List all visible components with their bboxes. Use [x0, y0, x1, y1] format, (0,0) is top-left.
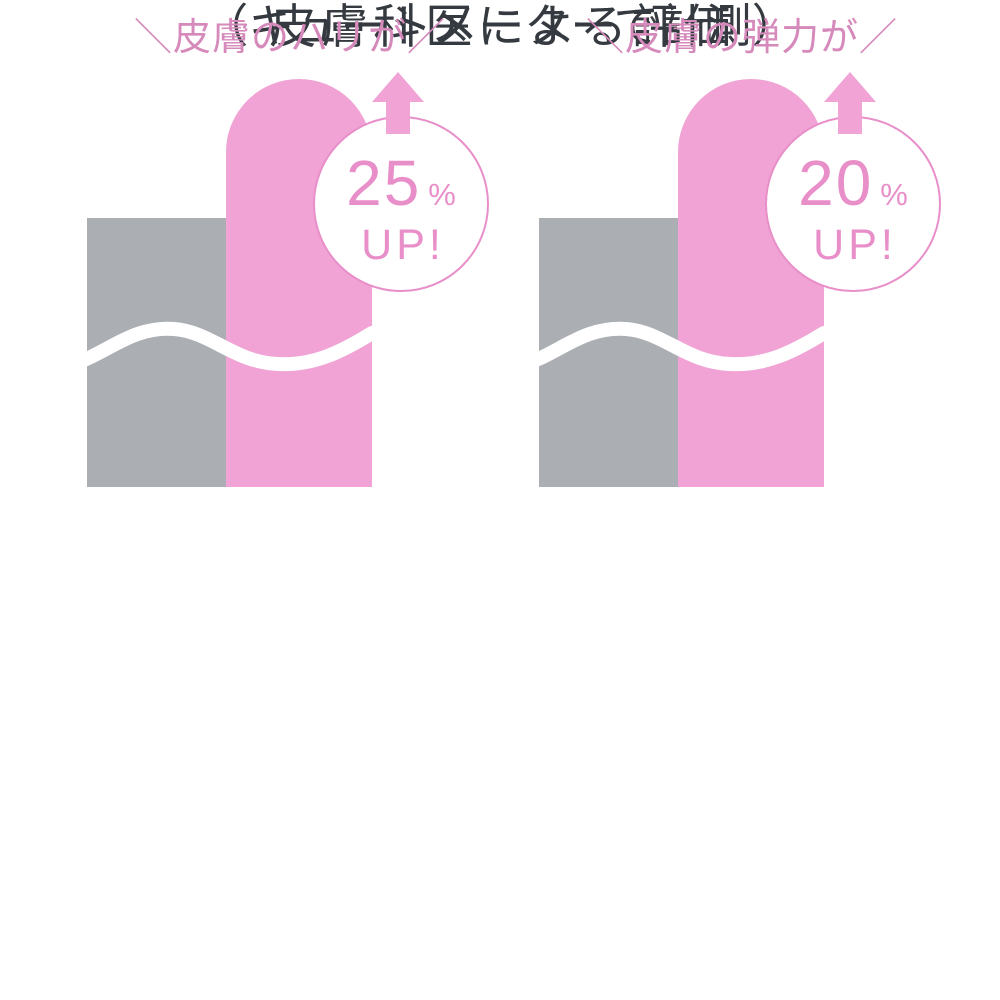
up-label: UP!	[813, 221, 897, 269]
percent-badge: 20 % UP!	[765, 116, 941, 292]
chart-graphic: 25 % UP!	[81, 72, 495, 492]
chart-skin-elasticity: ＼皮膚の弾力が／ 20 % UP!	[533, 0, 947, 492]
page-subtitle: （キュートメーターで計測）	[202, 0, 798, 52]
chart-skin-firmness: ＼皮膚のハリが／ 25 % UP!	[81, 0, 495, 492]
skin-wave-line	[81, 321, 377, 372]
chart-label: ＼皮膚の弾力が／	[585, 17, 898, 59]
up-arrow-icon	[824, 72, 876, 134]
chart-label: ＼皮膚のハリが／	[133, 17, 446, 59]
percent-value: 25	[346, 147, 422, 219]
skin-wave-line	[533, 321, 829, 372]
percent-value: 20	[798, 147, 874, 219]
page-title: 皮膚科医による評価	[269, 0, 736, 53]
badge-value-row: 20 %	[798, 151, 908, 215]
percent-badge: 25 % UP!	[313, 116, 489, 292]
up-label: UP!	[361, 221, 445, 269]
chart-graphic: 20 % UP!	[533, 72, 947, 492]
percent-sign: %	[428, 177, 456, 212]
percent-sign: %	[880, 177, 908, 212]
badge-value-row: 25 %	[346, 151, 456, 215]
up-arrow-icon	[372, 72, 424, 134]
